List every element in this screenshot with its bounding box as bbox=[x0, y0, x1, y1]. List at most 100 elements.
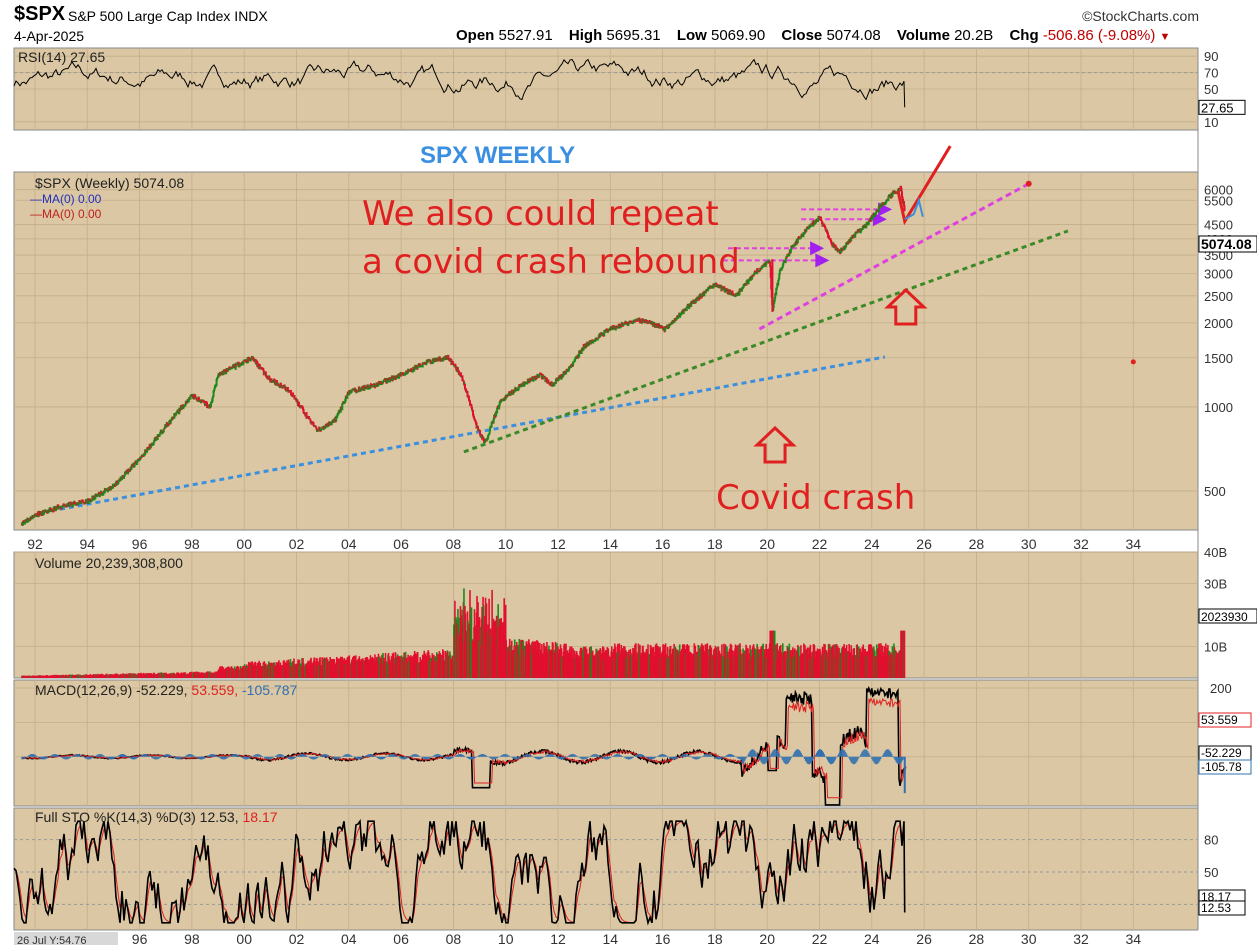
open-value: 5527.91 bbox=[498, 27, 553, 44]
bottom-axis-cursor-box bbox=[14, 932, 118, 945]
x-tick-label: 22 bbox=[812, 536, 828, 552]
red-projection-line bbox=[896, 145, 952, 226]
close-label: Close bbox=[781, 27, 823, 44]
bottom-x-tick-label: 98 bbox=[184, 931, 200, 945]
right-axis-strip bbox=[1198, 48, 1257, 941]
close-value: 5074.08 bbox=[826, 27, 881, 44]
annotation-line2: a covid crash rebound bbox=[362, 242, 740, 282]
x-tick-label: 02 bbox=[289, 536, 305, 552]
volume-label: Volume bbox=[896, 27, 950, 44]
x-tick-label: 96 bbox=[132, 536, 148, 552]
bottom-x-tick-label: 20 bbox=[759, 931, 775, 945]
price-tick-label: 4500 bbox=[1204, 218, 1233, 233]
macd-last-value: 53.559 bbox=[1201, 713, 1238, 727]
x-tick-label: 04 bbox=[341, 536, 357, 552]
ma2-legend: —MA(0) 0.00 bbox=[30, 207, 102, 221]
sto-k-line bbox=[13, 818, 906, 926]
rebound-up-arrow bbox=[884, 287, 928, 326]
volume-value: 20.2B bbox=[954, 27, 994, 44]
blue-projection-line bbox=[904, 196, 924, 221]
x-tick-label: 32 bbox=[1073, 536, 1089, 552]
rsi-tick-label: 50 bbox=[1204, 82, 1218, 97]
bottom-x-tick-label: 34 bbox=[1126, 931, 1142, 945]
price-panel-bg bbox=[13, 171, 1199, 531]
bottom-x-tick-label: 02 bbox=[289, 931, 305, 945]
bottom-x-tick-label: 32 bbox=[1073, 931, 1089, 945]
down-triangle-icon: ▼ bbox=[1159, 31, 1171, 43]
sto-tick-label: 80 bbox=[1204, 833, 1218, 848]
purple-arrow-head bbox=[810, 241, 825, 256]
rsi-last-value-box bbox=[1198, 99, 1246, 115]
rsi-tick-label: 10 bbox=[1204, 115, 1218, 130]
macd-line bbox=[21, 685, 906, 806]
price-tick-label: 1000 bbox=[1204, 400, 1233, 415]
volume-tick-label: 30B bbox=[1204, 577, 1227, 592]
x-tick-label: 00 bbox=[236, 536, 252, 552]
price-tick-label: 2000 bbox=[1204, 316, 1233, 331]
bottom-x-tick-label: 00 bbox=[236, 931, 252, 945]
index-name: S&P 500 Large Cap Index INDX bbox=[68, 8, 268, 24]
volume-tick-label: 10B bbox=[1204, 640, 1227, 655]
low-value: 5069.90 bbox=[711, 27, 766, 44]
price-legend: $SPX (Weekly) 5074.08 bbox=[35, 175, 184, 191]
price-last-value-box bbox=[1198, 235, 1257, 253]
x-tick-label: 12 bbox=[550, 536, 566, 552]
rsi-tick-label: 90 bbox=[1204, 49, 1218, 64]
bottom-x-tick-label: 06 bbox=[393, 931, 409, 945]
x-tick-label: 30 bbox=[1021, 536, 1037, 552]
chg-label: Chg bbox=[1009, 27, 1039, 44]
sto-last-value-box bbox=[1198, 900, 1246, 916]
bottom-x-tick-label: 18 bbox=[707, 931, 723, 945]
high-value: 5695.31 bbox=[606, 27, 661, 44]
chg-value: -506.86 (-9.08%) bbox=[1042, 27, 1156, 44]
x-tick-label: 94 bbox=[80, 536, 96, 552]
x-tick-label: 20 bbox=[759, 536, 775, 552]
bottom-x-tick-label: 14 bbox=[603, 931, 619, 945]
x-tick-label: 34 bbox=[1126, 536, 1142, 552]
price-tick-label: 6000 bbox=[1204, 183, 1233, 198]
macd-last-value-box bbox=[1198, 759, 1252, 775]
macd-last-value: -105.78 bbox=[1201, 760, 1242, 774]
bottom-x-tick-label: 24 bbox=[864, 931, 880, 945]
purple-arrow-head bbox=[872, 212, 887, 227]
covid-up-arrow bbox=[753, 425, 797, 464]
bottom-x-tick-label: 08 bbox=[446, 931, 462, 945]
sto-legend-d: 18.17 bbox=[242, 809, 277, 825]
bottom-x-tick-label: 12 bbox=[550, 931, 566, 945]
price-tick-label: 2500 bbox=[1204, 289, 1233, 304]
ohlc-bar: Open 5527.91 High 5695.31 Low 5069.90 Cl… bbox=[456, 27, 1170, 44]
x-tick-label: 24 bbox=[864, 536, 880, 552]
sto-tick-label: 50 bbox=[1204, 865, 1218, 880]
x-tick-label: 18 bbox=[707, 536, 723, 552]
ma1-legend: —MA(0) 0.00 bbox=[30, 192, 102, 206]
macd-last-value-box bbox=[1198, 712, 1252, 728]
macd-panel-bg bbox=[13, 679, 1199, 807]
x-tick-label: 08 bbox=[446, 536, 462, 552]
brand-logo: ©StockCharts.com bbox=[1082, 8, 1199, 24]
bottom-axis-cursor-label: 26 Jul Y:54.76 bbox=[17, 935, 87, 945]
bottom-x-tick-label: 22 bbox=[812, 931, 828, 945]
sto-d-line bbox=[13, 821, 906, 924]
x-tick-label: 10 bbox=[498, 536, 514, 552]
bottom-x-tick-label: 04 bbox=[341, 931, 357, 945]
volume-tick-label: 40B bbox=[1204, 545, 1227, 560]
rsi-line bbox=[13, 58, 906, 108]
annotation-line1: We also could repeat bbox=[362, 194, 719, 234]
price-candles bbox=[20, 185, 906, 527]
macd-legend-label: MACD(12,26,9) -52.229, bbox=[35, 682, 191, 698]
volume-last-value: 2023930 bbox=[1201, 610, 1248, 624]
macd-last-value: -52.229 bbox=[1201, 746, 1242, 760]
x-tick-label: 28 bbox=[969, 536, 985, 552]
x-tick-label: 14 bbox=[603, 536, 619, 552]
volume-bars bbox=[21, 588, 906, 678]
bottom-x-tick-label: 16 bbox=[655, 931, 671, 945]
bottom-x-tick-label: 26 bbox=[916, 931, 932, 945]
high-label: High bbox=[568, 27, 603, 44]
macd-tick-label: 200 bbox=[1210, 681, 1232, 696]
bottom-x-tick-label: 30 bbox=[1021, 931, 1037, 945]
price-last-value: 5074.08 bbox=[1201, 236, 1252, 252]
volume-legend: Volume 20,239,308,800 bbox=[35, 555, 183, 571]
price-tick-label: 5500 bbox=[1204, 193, 1233, 208]
price-tick-label: 3000 bbox=[1204, 267, 1233, 282]
